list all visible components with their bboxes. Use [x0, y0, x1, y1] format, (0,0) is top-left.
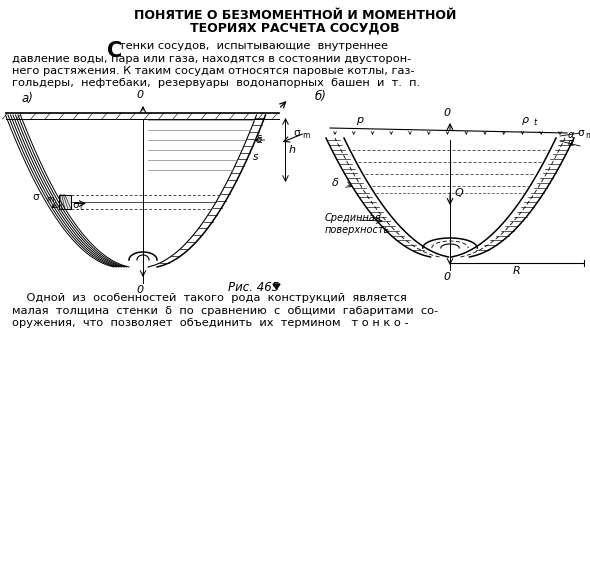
Text: α: α — [568, 130, 575, 140]
Text: б): б) — [315, 90, 327, 103]
Text: Одной  из  особенностей  такого  рода  конструкций  является: Одной из особенностей такого рода констр… — [12, 293, 407, 303]
Text: С: С — [107, 41, 122, 61]
Text: δ: δ — [332, 178, 338, 188]
Text: Q: Q — [455, 188, 464, 198]
Text: него растяжения. К таким сосудам относятся паровые котлы, газ-: него растяжения. К таким сосудам относят… — [12, 66, 415, 76]
Text: σ: σ — [73, 199, 79, 209]
Text: α: α — [568, 138, 575, 148]
Polygon shape — [59, 195, 71, 209]
Text: оружения,  что  позволяет  объединить  их  термином   т о н к о -: оружения, что позволяет объединить их те… — [12, 318, 409, 328]
Text: p: p — [356, 115, 363, 125]
Text: Срединная: Срединная — [325, 213, 382, 223]
Text: t: t — [80, 203, 83, 212]
Text: σ: σ — [32, 191, 39, 202]
Polygon shape — [273, 284, 280, 289]
Text: m: m — [47, 195, 54, 204]
Text: 0: 0 — [444, 272, 451, 282]
Text: σ: σ — [293, 128, 300, 138]
Text: t: t — [533, 118, 536, 127]
Text: σ: σ — [577, 128, 584, 138]
Text: δ: δ — [256, 135, 263, 145]
Text: 0: 0 — [136, 90, 143, 100]
Text: 0: 0 — [444, 108, 451, 118]
Text: малая  толщина  стенки  δ  по  сравнению  с  общими  габаритами  со-: малая толщина стенки δ по сравнению с об… — [12, 305, 438, 315]
Text: m: m — [302, 132, 309, 141]
Text: давление воды, пара или газа, находятся в состоянии двусторон-: давление воды, пара или газа, находятся … — [12, 54, 411, 64]
Text: ТЕОРИЯХ РАСЧЕТА СОСУДОВ: ТЕОРИЯХ РАСЧЕТА СОСУДОВ — [190, 22, 400, 35]
Text: а): а) — [22, 92, 34, 105]
Text: Рис. 465: Рис. 465 — [228, 281, 279, 294]
Text: ПОНЯТИЕ О БЕЗМОМЕНТНОЙ И МОМЕНТНОЙ: ПОНЯТИЕ О БЕЗМОМЕНТНОЙ И МОМЕНТНОЙ — [134, 9, 456, 22]
Text: ρ: ρ — [522, 115, 529, 125]
Text: s: s — [253, 152, 258, 162]
Text: R: R — [513, 266, 521, 276]
Text: h: h — [289, 145, 296, 155]
Text: поверхность: поверхность — [325, 225, 390, 235]
Text: тенки сосудов,  испытывающие  внутреннее: тенки сосудов, испытывающие внутреннее — [119, 41, 388, 51]
Text: гольдеры,  нефтебаки,  резервуары  водонапорных  башен  и  т.  п.: гольдеры, нефтебаки, резервуары водонапо… — [12, 79, 420, 89]
Text: m: m — [585, 132, 590, 141]
Text: 0: 0 — [136, 285, 143, 295]
